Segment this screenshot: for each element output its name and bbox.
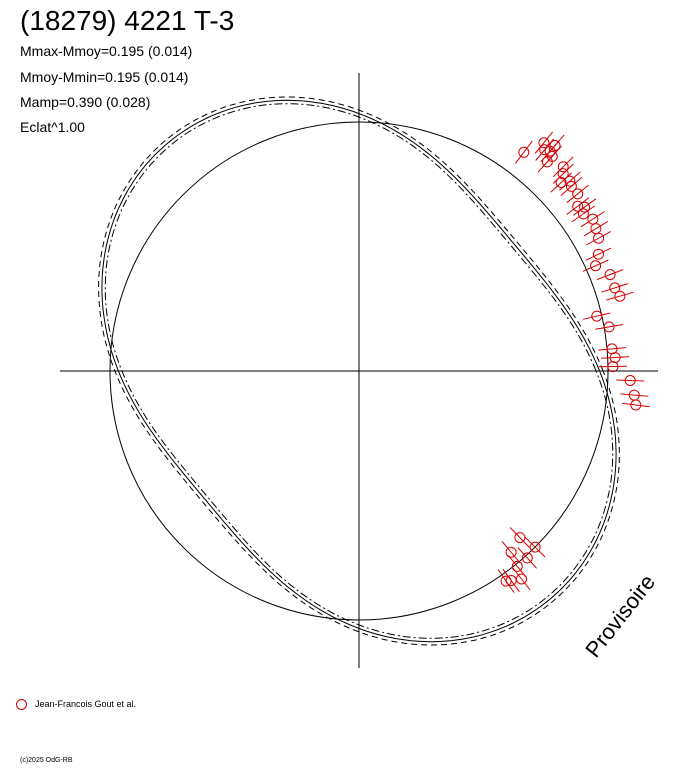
error-bar-32	[524, 536, 546, 558]
observation-point-25	[603, 321, 615, 333]
error-bar-31	[621, 402, 650, 408]
copyright-text: (c)2025 OdG-RB	[20, 757, 73, 764]
error-bar-14	[573, 198, 597, 216]
observation-point-9	[555, 177, 567, 188]
fit-curves	[98, 96, 620, 646]
error-bar-34	[517, 547, 537, 569]
error-bar-11	[560, 176, 583, 196]
observation-point-14	[579, 201, 591, 213]
error-bar-35	[501, 541, 521, 564]
error-bar-29	[616, 379, 645, 382]
error-bar-16	[580, 211, 605, 228]
error-bar-27	[601, 356, 630, 359]
error-bar-25	[595, 324, 623, 330]
error-bar-10	[559, 171, 581, 191]
observation-point-34	[521, 552, 533, 564]
observation-point-10	[564, 175, 576, 187]
reference-circle	[109, 121, 609, 621]
error-bar-23	[606, 291, 634, 301]
legend-marker-icon	[16, 699, 27, 711]
observation-point-0	[538, 137, 550, 149]
observation-point-1	[539, 144, 551, 156]
error-bar-36	[508, 555, 527, 578]
fit-curve-dashed	[98, 96, 620, 646]
error-bar-28	[598, 365, 627, 368]
chart-title: (18279) 4221 T-3	[20, 5, 235, 36]
observation-point-36	[511, 560, 523, 572]
observation-point-15	[577, 208, 589, 220]
provisional-watermark: Provisoire	[580, 570, 660, 662]
error-bar-24	[582, 312, 611, 320]
legend: Jean-Francois Gout et al.	[16, 698, 137, 711]
observation-point-37	[516, 573, 527, 585]
mag-max-minus-mean: Mmax-Mmoy=0.195 (0.014)	[20, 43, 193, 59]
error-bar-0	[534, 131, 554, 154]
error-bar-4	[537, 151, 557, 173]
observation-point-7	[557, 161, 569, 173]
error-bar-17	[583, 220, 609, 237]
error-bar-12	[566, 184, 589, 204]
error-bar-33	[509, 527, 530, 548]
mag-amplitude: Mamp=0.390 (0.028)	[20, 94, 151, 110]
observation-point-39	[500, 575, 512, 587]
observation-point-31	[630, 399, 642, 411]
observation-point-28	[607, 361, 619, 373]
observation-point-13	[572, 200, 584, 212]
observation-point-23	[614, 290, 626, 302]
observation-point-18	[593, 232, 605, 244]
error-bar-15	[571, 205, 596, 223]
fit-curve-dash-dot	[104, 103, 614, 639]
error-bar-39	[497, 569, 515, 593]
legend-label: Jean-Francois Gout et al.	[35, 699, 137, 709]
observation-points	[497, 131, 650, 593]
observation-point-24	[591, 310, 603, 322]
error-bar-26	[598, 347, 627, 351]
observation-point-8	[557, 168, 569, 180]
error-bar-19	[585, 247, 612, 261]
error-bar-7	[552, 156, 574, 178]
fit-curve-solid	[101, 99, 617, 643]
observation-point-11	[565, 180, 577, 192]
observation-point-32	[529, 541, 541, 553]
observation-point-29	[624, 375, 636, 386]
eclat-exponent: Eclat^1.00	[20, 119, 85, 135]
observation-point-12	[572, 188, 584, 200]
error-bar-37	[512, 567, 531, 591]
observation-point-6	[518, 146, 530, 158]
mag-mean-minus-min: Mmoy-Mmin=0.195 (0.014)	[20, 69, 189, 85]
observation-point-4	[541, 156, 553, 168]
error-bar-5	[545, 134, 565, 157]
error-bar-22	[601, 283, 629, 293]
observation-point-5	[549, 140, 561, 151]
plot-axes	[60, 73, 658, 668]
error-bar-6	[515, 140, 533, 164]
observation-point-35	[505, 546, 517, 558]
observation-point-21	[604, 269, 616, 281]
error-bar-18	[586, 230, 612, 246]
observation-point-33	[514, 532, 526, 544]
observation-point-22	[609, 282, 621, 294]
observation-point-19	[593, 248, 604, 260]
error-bar-30	[620, 393, 649, 397]
error-bar-20	[582, 259, 609, 272]
observation-point-20	[590, 260, 602, 272]
error-bar-21	[596, 269, 624, 281]
error-bar-13	[566, 197, 590, 215]
